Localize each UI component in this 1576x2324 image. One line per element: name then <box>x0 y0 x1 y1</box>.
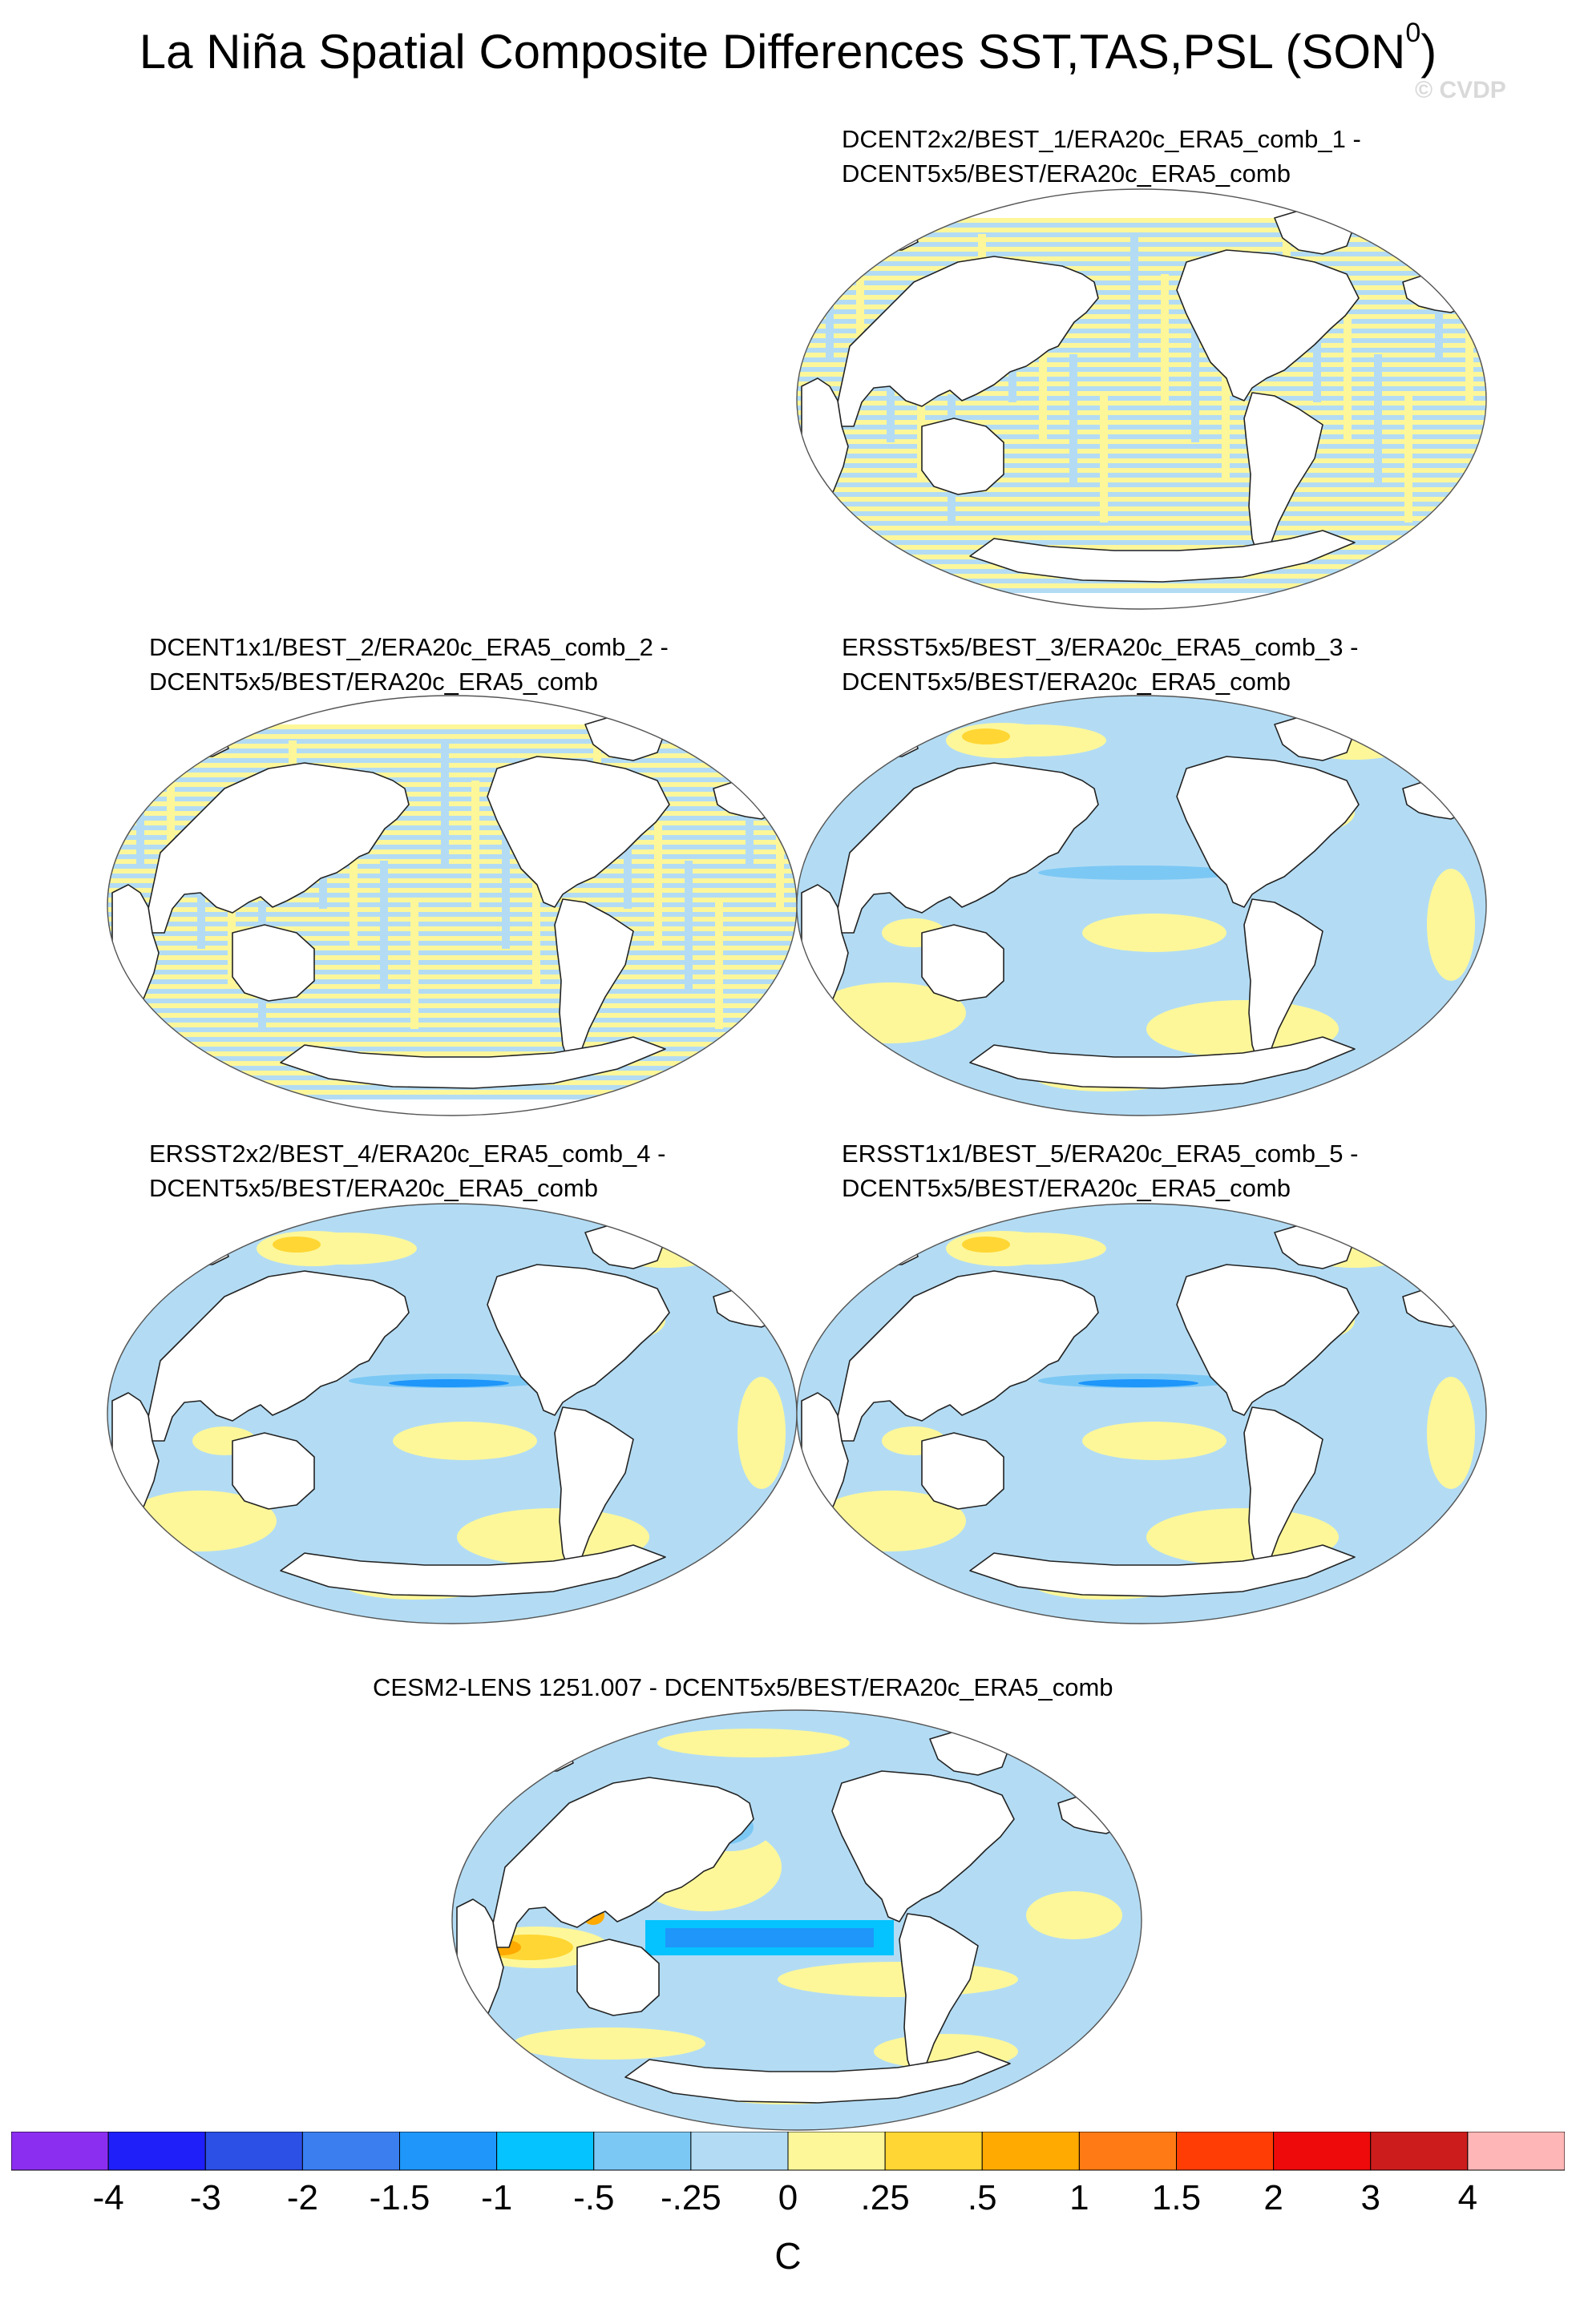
colorbar-tick-label: -4 <box>92 2178 124 2217</box>
colorbar-box <box>1176 2132 1275 2171</box>
landmass <box>921 1432 1004 1510</box>
map-panel-2 <box>107 695 798 1116</box>
colorbar-box <box>11 2132 109 2171</box>
cvdp-watermark: © CVDP <box>1415 77 1506 103</box>
colorbar-box <box>787 2132 886 2171</box>
colorbar-box <box>399 2132 498 2171</box>
panel-2-label: DCENT1x1/BEST_2/ERA20c_ERA5_comb_2 - DCEN… <box>149 633 669 696</box>
colorbar-tick-label: 1 <box>1069 2178 1089 2217</box>
landmass <box>969 1036 1356 1089</box>
colorbar-tick-label: -.5 <box>573 2178 615 2217</box>
colorbar-box <box>593 2132 692 2171</box>
panel-5-label: ERSST1x1/BEST_5/ERA20c_ERA5_comb_5 - DCEN… <box>842 1140 1359 1202</box>
map-frame <box>796 1203 1487 1624</box>
map-frame <box>796 188 1487 610</box>
landmass <box>865 225 919 251</box>
landmass <box>1176 249 1360 401</box>
colorbar-box <box>1273 2132 1372 2171</box>
map-panel-3 <box>796 695 1487 1116</box>
landmass <box>232 924 315 1002</box>
colorbar-box <box>496 2132 595 2171</box>
colorbar-tick-label: -1.5 <box>369 2178 430 2217</box>
landmass <box>492 1777 754 1948</box>
landmass <box>865 1240 919 1265</box>
landmass <box>969 1544 1356 1597</box>
colorbar-tick-label: 4 <box>1457 2178 1478 2217</box>
landmass <box>837 1270 1099 1442</box>
map-panel-1 <box>796 188 1487 610</box>
panel-1-label: DCENT2x2/BEST_1/ERA20c_ERA5_comb_1 - DCEN… <box>842 125 1361 188</box>
landmass <box>921 924 1004 1002</box>
landmass <box>921 418 1004 495</box>
landmass <box>969 530 1356 583</box>
landmass <box>176 1240 229 1265</box>
panel-6-label: CESM2-LENS 1251.007 - DCENT5x5/BEST/ERA2… <box>373 1673 1113 1701</box>
landmass <box>837 762 1099 934</box>
colorbar-tick-label: 2 <box>1263 2178 1283 2217</box>
colorbar-tick-label: .5 <box>967 2178 997 2217</box>
map-frame <box>451 1709 1142 2131</box>
colorbar-box <box>1078 2132 1177 2171</box>
colorbar-box <box>1370 2132 1469 2171</box>
landmass <box>487 1264 670 1416</box>
colorbar-box <box>884 2132 983 2171</box>
colorbar-box <box>204 2132 303 2171</box>
colorbar-tick-label: 1.5 <box>1151 2178 1202 2217</box>
colorbar-tick-label: -2 <box>286 2178 318 2217</box>
map-panel-4 <box>107 1203 798 1624</box>
landmass <box>831 1770 1015 1923</box>
map-frame <box>796 695 1487 1116</box>
map-panel-6 <box>451 1709 1142 2131</box>
colorbar-units: C <box>774 2235 802 2277</box>
landmass <box>147 1270 410 1442</box>
colorbar <box>11 2132 1565 2171</box>
landmass <box>280 1544 666 1597</box>
landmass <box>576 1939 660 2016</box>
colorbar-tick-label: 0 <box>778 2178 798 2217</box>
colorbar-tick-label: 3 <box>1360 2178 1380 2217</box>
colorbar-box <box>301 2132 400 2171</box>
map-panel-5 <box>796 1203 1487 1624</box>
colorbar-box <box>1467 2132 1565 2171</box>
colorbar-tick-label: .25 <box>860 2178 910 2217</box>
landmass <box>520 1746 574 1772</box>
landmass <box>624 2051 1011 2104</box>
landmass <box>280 1036 666 1089</box>
landmass <box>147 762 410 934</box>
landmass <box>232 1432 315 1510</box>
panel-3-label: ERSST5x5/BEST_3/ERA20c_ERA5_comb_3 - DCEN… <box>842 633 1359 696</box>
colorbar-box <box>690 2132 789 2171</box>
colorbar-box <box>107 2132 206 2171</box>
page-title: La Niña Spatial Composite Differences SS… <box>139 18 1437 79</box>
landmass <box>1176 756 1360 908</box>
landmass <box>865 732 919 757</box>
colorbar-tick-label: -3 <box>189 2178 221 2217</box>
landmass <box>176 732 229 757</box>
landmass <box>1176 1264 1360 1416</box>
panel-4-label: ERSST2x2/BEST_4/ERA20c_ERA5_comb_4 - DCEN… <box>149 1140 666 1202</box>
landmass <box>487 756 670 908</box>
colorbar-tick-label: -.25 <box>660 2178 721 2217</box>
landmass <box>837 256 1099 427</box>
colorbar-tick-label: -1 <box>481 2178 513 2217</box>
colorbar-box <box>981 2132 1080 2171</box>
